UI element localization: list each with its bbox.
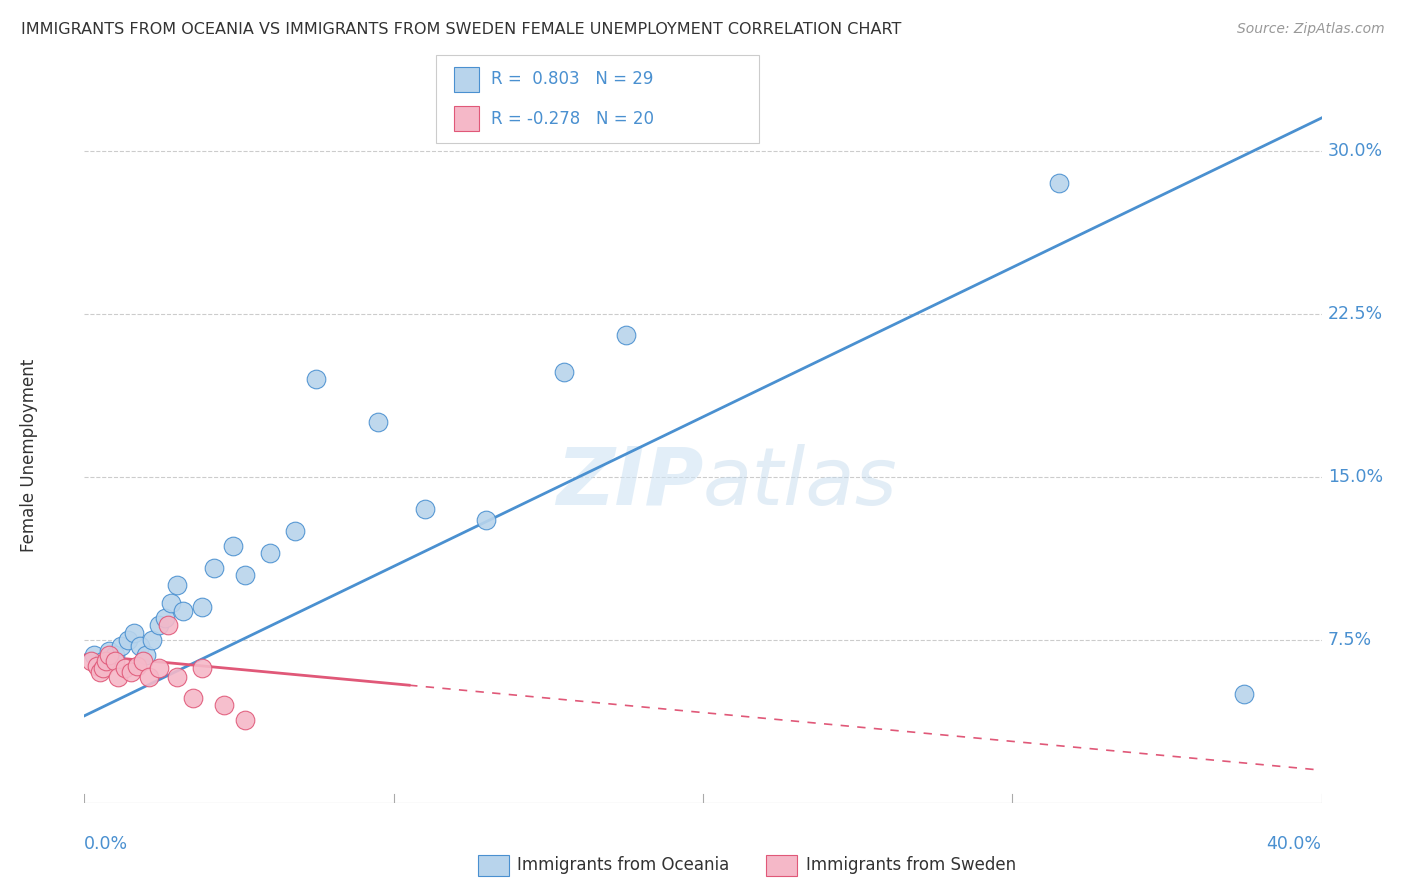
- Point: [156, 617, 179, 632]
- Point: [212, 698, 235, 712]
- Text: ZIP: ZIP: [555, 443, 703, 522]
- Point: [233, 567, 256, 582]
- Point: [191, 600, 214, 615]
- Point: [79, 655, 101, 669]
- Point: [259, 546, 281, 560]
- Point: [117, 632, 139, 647]
- Point: [367, 415, 389, 429]
- Point: [172, 605, 194, 619]
- Point: [1233, 687, 1256, 701]
- Point: [153, 611, 176, 625]
- Point: [475, 513, 498, 527]
- Text: Immigrants from Sweden: Immigrants from Sweden: [806, 856, 1015, 874]
- Point: [89, 665, 111, 680]
- Text: 30.0%: 30.0%: [1327, 142, 1384, 160]
- Point: [110, 639, 132, 653]
- Point: [191, 661, 214, 675]
- Text: 40.0%: 40.0%: [1267, 836, 1322, 854]
- Text: R =  0.803   N = 29: R = 0.803 N = 29: [491, 70, 652, 88]
- Point: [125, 658, 148, 673]
- Text: 22.5%: 22.5%: [1327, 304, 1384, 323]
- Point: [413, 502, 436, 516]
- Point: [148, 617, 170, 632]
- Point: [129, 639, 152, 653]
- Point: [91, 661, 114, 675]
- Point: [135, 648, 157, 662]
- Point: [98, 643, 121, 657]
- Point: [233, 713, 256, 727]
- Text: R = -0.278   N = 20: R = -0.278 N = 20: [491, 110, 654, 128]
- Point: [166, 670, 188, 684]
- Point: [98, 648, 121, 662]
- Point: [138, 670, 160, 684]
- Text: 0.0%: 0.0%: [84, 836, 128, 854]
- Text: Source: ZipAtlas.com: Source: ZipAtlas.com: [1237, 22, 1385, 37]
- Text: 7.5%: 7.5%: [1327, 631, 1372, 648]
- Point: [122, 626, 145, 640]
- Point: [160, 596, 183, 610]
- Point: [305, 372, 328, 386]
- Point: [222, 539, 245, 553]
- Point: [132, 655, 155, 669]
- Point: [1047, 176, 1070, 190]
- Point: [91, 655, 114, 669]
- Point: [284, 524, 307, 538]
- Text: 15.0%: 15.0%: [1327, 467, 1384, 485]
- Point: [148, 661, 170, 675]
- Point: [553, 365, 575, 379]
- Point: [614, 328, 637, 343]
- Point: [202, 561, 225, 575]
- Text: Female Unemployment: Female Unemployment: [20, 359, 38, 551]
- Point: [104, 648, 127, 662]
- Point: [107, 670, 129, 684]
- Point: [104, 655, 127, 669]
- Point: [166, 578, 188, 592]
- Point: [120, 665, 142, 680]
- Text: IMMIGRANTS FROM OCEANIA VS IMMIGRANTS FROM SWEDEN FEMALE UNEMPLOYMENT CORRELATIO: IMMIGRANTS FROM OCEANIA VS IMMIGRANTS FR…: [21, 22, 901, 37]
- Point: [114, 661, 136, 675]
- Point: [141, 632, 163, 647]
- Point: [94, 655, 117, 669]
- Text: atlas: atlas: [703, 443, 898, 522]
- Point: [181, 691, 204, 706]
- Text: Immigrants from Oceania: Immigrants from Oceania: [517, 856, 730, 874]
- Point: [86, 658, 108, 673]
- Point: [83, 648, 105, 662]
